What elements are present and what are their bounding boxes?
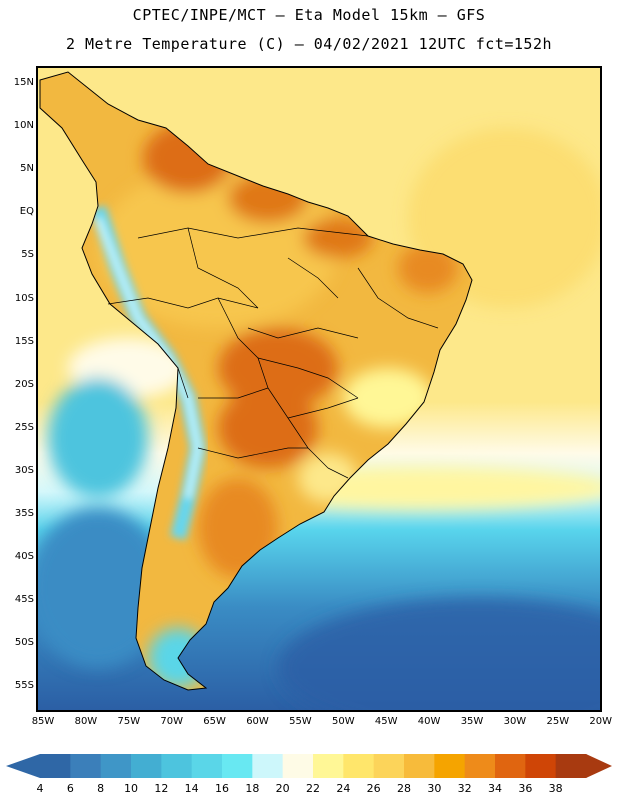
colorbar-label: 8 <box>97 782 105 795</box>
colorbar-swatch <box>282 754 314 778</box>
lat-tick-label: EQ <box>19 206 34 218</box>
colorbar-label: 22 <box>306 782 320 795</box>
colorbar-label: 18 <box>245 782 260 795</box>
colorbar-label: 10 <box>124 782 138 795</box>
lat-tick-label: 55S <box>14 680 34 692</box>
lat-tick-label: 10S <box>14 292 34 304</box>
colorbar-swatch <box>495 754 526 778</box>
map-title-line-2: 2 Metre Temperature (C) – 04/02/2021 12U… <box>65 35 553 53</box>
country-borders <box>107 227 439 479</box>
lon-tick-label: 60W <box>246 716 269 727</box>
colorbar-label: 36 <box>518 782 533 795</box>
lon-tick-label: 35W <box>460 716 484 727</box>
colorbar-swatch <box>464 754 496 778</box>
colorbar-label: 24 <box>336 782 351 795</box>
lat-tick-label: 10N <box>13 120 34 132</box>
coastline <box>39 71 473 691</box>
colorbar-label: 32 <box>457 782 472 795</box>
colorbar-label: 12 <box>154 782 169 795</box>
lat-tick-label: 25S <box>14 421 34 433</box>
lon-tick-label: 45W <box>374 716 398 727</box>
colorbar-label: 38 <box>548 782 563 795</box>
map-title-line-1: CPTEC/INPE/MCT – Eta Model 15km – GFS <box>132 6 486 24</box>
colorbar-swatch <box>161 754 193 778</box>
lat-tick-label: 30S <box>14 464 34 476</box>
colorbar-swatch <box>343 754 375 778</box>
lon-tick-label: 80W <box>74 716 98 727</box>
colorbar-swatch <box>131 754 162 778</box>
colorbar-swatch <box>100 754 132 778</box>
lat-tick-label: 5N <box>20 163 34 175</box>
lon-tick-label: 25W <box>546 716 570 727</box>
lon-tick-label: 75W <box>117 716 141 727</box>
lat-tick-label: 20S <box>14 378 34 390</box>
colorbar-label: 4 <box>36 782 44 795</box>
colorbar-swatch <box>525 754 557 778</box>
colorbar-label: 30 <box>427 782 442 795</box>
colorbar-swatch <box>555 754 587 778</box>
color-scale-bar <box>6 754 612 778</box>
lon-tick-label: 30W <box>503 716 527 727</box>
colorbar-upper-arrow <box>586 754 612 778</box>
lat-tick-label: 15N <box>13 77 34 88</box>
lon-tick-label: 70W <box>160 716 183 727</box>
colorbar-swatch <box>191 754 223 778</box>
colorbar-label: 20 <box>275 782 290 795</box>
colorbar-lower-arrow <box>6 754 40 778</box>
colorbar-swatch <box>434 754 466 778</box>
lat-tick-label: 40S <box>14 551 34 563</box>
lat-tick-label: 15S <box>14 335 34 347</box>
colorbar-label: 14 <box>184 782 199 795</box>
colorbar-swatch <box>70 754 102 778</box>
lon-tick-label: 65W <box>203 716 226 727</box>
colorbar-swatch <box>313 754 344 778</box>
colorbar-swatch <box>222 754 253 778</box>
colorbar-swatch <box>373 754 405 778</box>
lon-tick-label: 85W <box>31 716 55 727</box>
lon-tick-label: 20W <box>589 716 612 727</box>
map-panel[interactable] <box>36 66 602 712</box>
colorbar-label: 34 <box>488 782 502 795</box>
colorbar-swatch <box>252 754 284 778</box>
colorbar-label: 28 <box>397 782 411 795</box>
temperature-map[interactable] <box>38 68 600 710</box>
lon-tick-label: 40W <box>417 716 441 727</box>
lat-tick-label: 50S <box>14 637 34 649</box>
lon-tick-label: 55W <box>289 716 312 727</box>
colorbar-label: 16 <box>215 782 229 795</box>
colorbar-label: 26 <box>366 782 381 795</box>
lon-tick-label: 50W <box>331 716 355 727</box>
lat-tick-label: 45S <box>14 594 34 606</box>
colorbar-swatch <box>40 754 71 778</box>
lat-tick-label: 5S <box>21 249 34 261</box>
colorbar-swatch <box>404 754 435 778</box>
colorbar-label: 6 <box>66 782 74 795</box>
lat-tick-label: 35S <box>14 508 34 519</box>
